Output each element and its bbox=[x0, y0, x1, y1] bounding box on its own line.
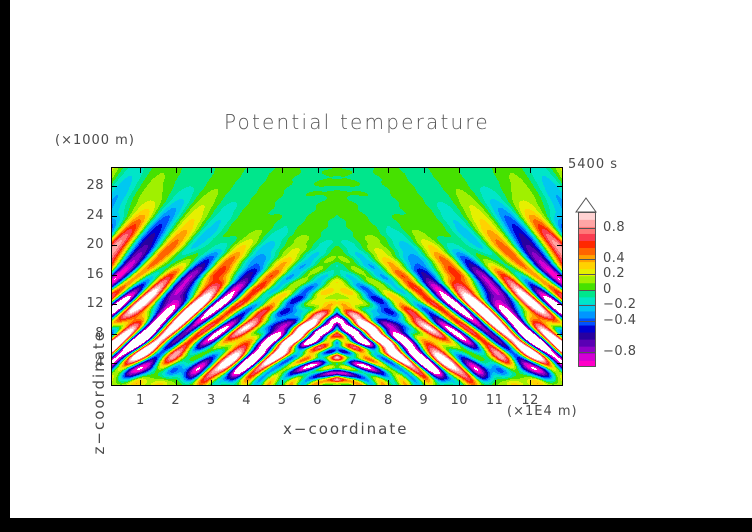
axis-tick-mark bbox=[112, 245, 117, 246]
y-tick-label: 8 bbox=[95, 325, 104, 341]
axis-tick-mark bbox=[557, 275, 562, 276]
axis-tick-mark bbox=[211, 168, 212, 173]
y-axis-title: z−coordinate bbox=[90, 330, 108, 455]
colorbar-tick-label: 0.4 bbox=[603, 250, 626, 266]
x-axis-unit-label: (×1E4 m) bbox=[507, 404, 578, 419]
colorbar-tick-mark bbox=[578, 352, 596, 353]
axis-tick-mark bbox=[459, 168, 460, 173]
axis-tick-mark bbox=[176, 168, 177, 173]
axis-tick-mark bbox=[353, 168, 354, 173]
contour-field bbox=[112, 168, 562, 385]
axis-tick-mark bbox=[112, 216, 117, 217]
y-tick-label: 16 bbox=[86, 266, 104, 282]
y-tick-label: 20 bbox=[86, 237, 104, 253]
axis-tick-mark bbox=[176, 380, 177, 385]
y-tick-label: 28 bbox=[86, 178, 104, 194]
axis-tick-mark bbox=[557, 334, 562, 335]
x-tick-label: 10 bbox=[450, 393, 468, 408]
axis-tick-mark bbox=[424, 168, 425, 173]
x-tick-label: 3 bbox=[206, 393, 216, 408]
x-tick-label: 2 bbox=[171, 393, 181, 408]
axis-tick-mark bbox=[459, 380, 460, 385]
y-axis-unit-label: (×1000 m) bbox=[55, 133, 135, 148]
y-tick-label: 4 bbox=[95, 354, 104, 370]
axis-tick-mark bbox=[557, 363, 562, 364]
axis-tick-mark bbox=[140, 380, 141, 385]
x-tick-label: 6 bbox=[313, 393, 322, 408]
colorbar-top-arrow-icon bbox=[575, 197, 597, 213]
axis-tick-mark bbox=[495, 168, 496, 173]
axis-tick-mark bbox=[211, 380, 212, 385]
axis-tick-mark bbox=[318, 380, 319, 385]
axis-tick-mark bbox=[557, 245, 562, 246]
axis-tick-mark bbox=[318, 168, 319, 173]
axis-tick-mark bbox=[112, 334, 117, 335]
colorbar-tick-label: 0 bbox=[603, 281, 612, 297]
colorbar-tick-label: 0.2 bbox=[603, 266, 626, 281]
colorbar-tick-mark bbox=[578, 321, 596, 322]
colorbar-tick-mark bbox=[578, 259, 596, 260]
x-tick-label: 5 bbox=[277, 393, 287, 408]
axis-tick-mark bbox=[557, 216, 562, 217]
colorbar-tick-mark bbox=[578, 290, 596, 291]
axis-tick-mark bbox=[112, 363, 117, 364]
y-tick-label: 24 bbox=[86, 207, 104, 223]
axis-tick-mark bbox=[557, 304, 562, 305]
time-annotation: 5400 s bbox=[568, 157, 618, 172]
x-tick-label: 4 bbox=[242, 393, 252, 408]
colorbar-tick-mark bbox=[578, 228, 596, 229]
axis-tick-mark bbox=[530, 380, 531, 385]
colorbar-tick-label: −0.8 bbox=[603, 343, 637, 359]
x-tick-label: 12 bbox=[521, 393, 539, 408]
axis-tick-mark bbox=[112, 275, 117, 276]
page-title: Potential temperature bbox=[224, 110, 490, 134]
axis-tick-mark bbox=[388, 380, 389, 385]
axis-tick-mark bbox=[495, 380, 496, 385]
axis-tick-mark bbox=[557, 186, 562, 187]
axis-tick-mark bbox=[112, 186, 117, 187]
axis-tick-mark bbox=[112, 304, 117, 305]
x-tick-label: 9 bbox=[419, 393, 429, 408]
x-tick-label: 8 bbox=[383, 393, 393, 408]
axis-tick-mark bbox=[353, 380, 354, 385]
axis-tick-mark bbox=[247, 380, 248, 385]
colorbar-tick-mark bbox=[578, 305, 596, 306]
colorbar-tick-label: −0.2 bbox=[603, 297, 637, 312]
x-tick-label: 7 bbox=[348, 393, 358, 408]
x-tick-label: 1 bbox=[135, 393, 145, 408]
axis-tick-mark bbox=[388, 168, 389, 173]
axis-tick-mark bbox=[140, 168, 141, 173]
figure-canvas: Potential temperature (×1000 m) (×1E4 m)… bbox=[10, 0, 752, 518]
colorbar-tick-label: 0.8 bbox=[603, 219, 626, 235]
colorbar-strip bbox=[578, 212, 596, 367]
colorbar-tick-label: −0.4 bbox=[603, 312, 637, 328]
x-tick-label: 11 bbox=[485, 393, 504, 408]
axis-tick-mark bbox=[282, 380, 283, 385]
axis-tick-mark bbox=[530, 168, 531, 173]
axis-tick-mark bbox=[282, 168, 283, 173]
y-tick-label: 12 bbox=[86, 296, 104, 312]
axis-tick-mark bbox=[247, 168, 248, 173]
axis-tick-mark bbox=[424, 380, 425, 385]
x-axis-title: x−coordinate bbox=[283, 420, 409, 438]
colorbar-tick-mark bbox=[578, 274, 596, 275]
